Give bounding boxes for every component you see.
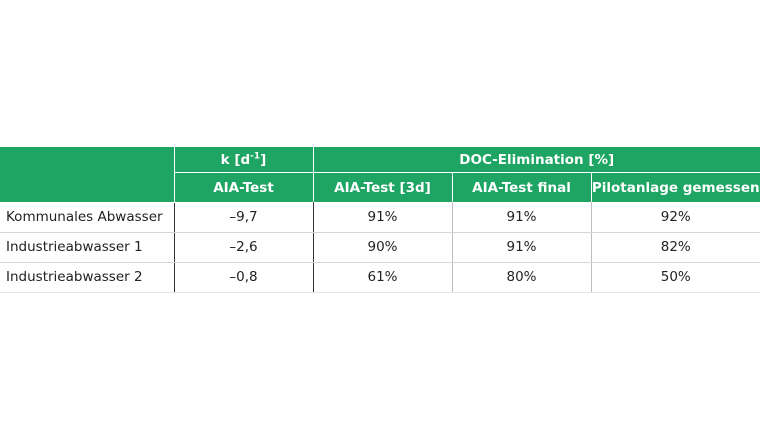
cell-aia-final: 80% [451,262,591,293]
header-col-aia-test-3d: AIA-Test [3d] [312,172,452,202]
cell-aia-3d: 90% [312,232,452,263]
header-k-group: k [d-1] [173,147,313,173]
cell-pilot: 50% [590,262,760,293]
header-row-columns: AIA-Test AIA-Test [3d] AIA-Test final Pi… [0,172,760,202]
row-label: Industrieabwasser 1 [0,232,174,263]
cell-pilot: 92% [590,202,760,233]
results-table: k [d-1] DOC-Elimination [%] AIA-Test AIA… [0,147,760,293]
table-row: Industrieabwasser 2 –0,8 61% 80% 50% [0,262,760,293]
table-row: Industrieabwasser 1 –2,6 90% 91% 82% [0,232,760,263]
header-doc-group: DOC-Elimination [%] [312,147,760,173]
cell-k: –9,7 [173,202,313,233]
cell-aia-3d: 91% [312,202,452,233]
header-empty-cell [0,147,174,203]
cell-aia-3d: 61% [312,262,452,293]
header-k-label: k [d [220,151,251,168]
cell-pilot: 82% [590,232,760,263]
row-label: Kommunales Abwasser [0,202,174,233]
header-k-sup: -1 [250,151,261,161]
header-k-close: ] [260,151,267,168]
cell-k: –0,8 [173,262,313,293]
header-row-groups: k [d-1] DOC-Elimination [%] [0,147,760,203]
header-col-aia-test-final: AIA-Test final [451,172,591,202]
cell-aia-final: 91% [451,202,591,233]
table-row: Kommunales Abwasser –9,7 91% 91% 92% [0,202,760,233]
header-col-pilotanlage: Pilotanlage gemessen [590,172,760,202]
header-col-aia-test: AIA-Test [173,172,313,202]
cell-k: –2,6 [173,232,313,263]
row-label: Industrieabwasser 2 [0,262,174,293]
cell-aia-final: 91% [451,232,591,263]
